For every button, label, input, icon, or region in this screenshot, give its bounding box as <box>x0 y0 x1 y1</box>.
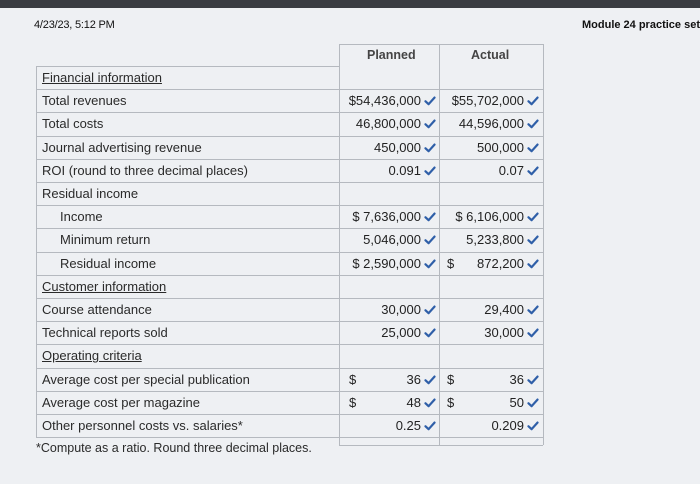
row-label: Residual income <box>42 186 139 201</box>
grid-line <box>36 89 543 91</box>
row-label: Minimum return <box>60 232 151 248</box>
row-label: Technical reports sold <box>42 325 168 341</box>
row-label: Income <box>60 209 103 225</box>
checkmark-icon <box>527 95 539 107</box>
footnote: *Compute as a ratio. Round three decimal… <box>36 441 312 456</box>
currency-symbol: $ <box>447 255 455 271</box>
planned-value: 48 <box>406 394 421 410</box>
grid-line <box>36 298 543 299</box>
checkmark-icon <box>424 118 436 130</box>
planned-value: 450,000 <box>374 139 421 155</box>
grid-line <box>36 321 543 323</box>
planned-value: 46,800,000 <box>355 116 421 132</box>
actual-value: 50 <box>509 394 524 410</box>
currency-symbol: $ <box>349 394 357 410</box>
results-table: Planned Actual Financial information Tota… <box>36 44 548 460</box>
actual-value: 29,400 <box>484 302 524 317</box>
section-heading: Customer information <box>42 278 167 294</box>
checkmark-icon <box>424 95 436 107</box>
actual-value: 872,200 <box>477 255 524 271</box>
checkmark-icon <box>527 211 539 223</box>
grid-line <box>339 44 543 45</box>
grid-line <box>36 228 543 230</box>
checkmark-icon <box>527 327 539 339</box>
checkmark-icon <box>527 142 539 154</box>
actual-value: $ 6,106,000 <box>455 209 524 225</box>
checkmark-icon <box>527 304 539 316</box>
checkmark-icon <box>527 258 539 270</box>
actual-value: 44,596,000 <box>458 116 524 132</box>
actual-value: 30,000 <box>484 325 524 341</box>
grid-line <box>36 274 543 276</box>
checkmark-icon <box>527 420 539 432</box>
planned-value: $54,436,000 <box>348 93 421 109</box>
checkmark-icon <box>424 142 436 154</box>
page-title: Module 24 practice set <box>582 19 700 31</box>
checkmark-icon <box>424 258 436 270</box>
grid-line <box>36 66 339 67</box>
actual-value: 0.209 <box>491 418 524 433</box>
row-label: Journal advertising revenue <box>42 139 202 155</box>
checkmark-icon <box>527 118 539 130</box>
grid-line <box>36 182 543 183</box>
grid-line <box>36 367 543 369</box>
section-heading: Financial information <box>42 70 162 85</box>
row-label: Other personnel costs vs. salaries* <box>42 418 243 433</box>
row-label: Total costs <box>42 116 104 132</box>
actual-value: 500,000 <box>477 139 524 155</box>
planned-value: 0.091 <box>388 162 421 178</box>
window-top-bar <box>0 0 700 8</box>
row-label: Course attendance <box>42 302 152 317</box>
grid-line <box>339 445 543 447</box>
currency-symbol: $ <box>447 394 455 410</box>
grid-line <box>36 437 543 439</box>
planned-value: 0.25 <box>395 418 421 433</box>
grid-line <box>339 44 340 446</box>
actual-value: 5,233,800 <box>466 232 524 248</box>
column-header-actual: Actual <box>471 48 510 62</box>
column-header-planned: Planned <box>367 48 416 62</box>
currency-symbol: $ <box>349 371 357 387</box>
checkmark-icon <box>424 420 436 432</box>
row-label: Average cost per magazine <box>42 394 201 410</box>
checkmark-icon <box>527 374 539 386</box>
checkmark-icon <box>424 327 436 339</box>
checkmark-icon <box>424 165 436 177</box>
grid-line <box>36 112 543 114</box>
planned-value: 36 <box>406 371 421 387</box>
grid-line <box>36 414 543 415</box>
row-label: Residual income <box>60 255 157 271</box>
planned-value: $ 2,590,000 <box>352 255 421 271</box>
grid-line <box>36 251 543 253</box>
grid-line <box>36 135 543 137</box>
grid-line <box>36 158 543 160</box>
row-label: Average cost per special publication <box>42 371 250 387</box>
planned-value: 30,000 <box>381 302 421 317</box>
grid-line <box>439 44 440 446</box>
actual-value: 0.07 <box>498 162 524 178</box>
actual-value: $55,702,000 <box>451 93 524 109</box>
grid-line <box>36 390 543 392</box>
planned-value: 5,046,000 <box>363 232 421 248</box>
planned-value: $ 7,636,000 <box>352 209 421 225</box>
timestamp: 4/23/23, 5:12 PM <box>34 19 115 31</box>
checkmark-icon <box>424 397 436 409</box>
section-heading: Operating criteria <box>42 348 142 364</box>
row-label: ROI (round to three decimal places) <box>42 162 248 178</box>
checkmark-icon <box>527 234 539 246</box>
checkmark-icon <box>527 397 539 409</box>
checkmark-icon <box>424 304 436 316</box>
checkmark-icon <box>424 211 436 223</box>
page <box>0 8 700 484</box>
actual-value: 36 <box>509 371 524 387</box>
checkmark-icon <box>527 165 539 177</box>
checkmark-icon <box>424 234 436 246</box>
planned-value: 25,000 <box>381 325 421 341</box>
grid-line <box>36 344 543 346</box>
row-label: Total revenues <box>42 93 127 109</box>
grid-line <box>36 205 543 207</box>
checkmark-icon <box>424 374 436 386</box>
grid-line <box>543 44 544 446</box>
currency-symbol: $ <box>447 371 455 387</box>
